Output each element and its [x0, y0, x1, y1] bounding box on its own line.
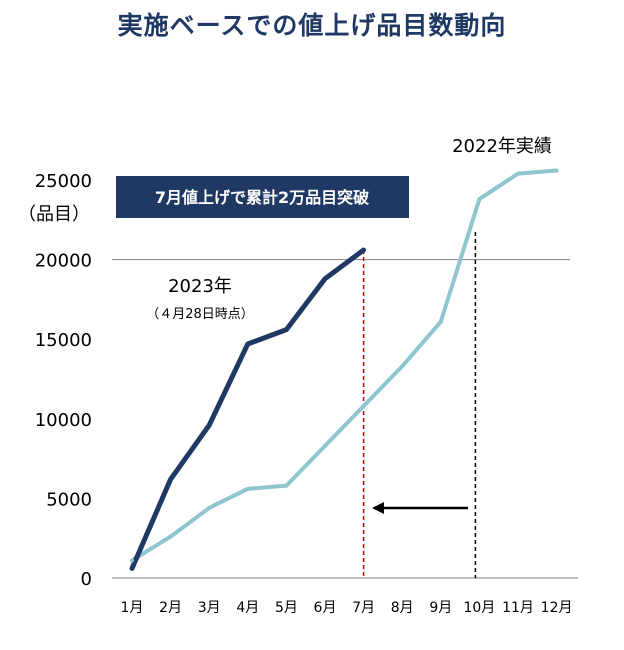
data-point-2023-1: [130, 566, 134, 571]
x-tick-label: 1月: [121, 600, 144, 616]
data-point-2022-9: [438, 319, 443, 324]
x-tick-label: 9月: [429, 600, 452, 616]
x-tick-label: 2月: [159, 600, 182, 616]
data-point-2022-3: [207, 505, 212, 510]
chart-title: 実施ベースでの値上げ品目数動向: [117, 11, 507, 40]
series-line-2022: [130, 168, 559, 563]
data-point-2023-2: [168, 477, 173, 482]
x-tick-label: 10月: [463, 600, 495, 616]
data-point-2022-7: [361, 404, 366, 409]
x-tick-label: 12月: [541, 600, 573, 616]
y-axis-unit: （品目）: [18, 204, 90, 225]
x-tick-label: 6月: [314, 600, 337, 616]
data-point-2023-6: [323, 276, 327, 281]
badge-background: [116, 176, 409, 218]
series-label-2023: 2023年: [168, 276, 232, 297]
y-tick-label: 25000: [35, 171, 92, 192]
data-points: [130, 168, 559, 571]
data-point-2022-11: [516, 171, 520, 176]
x-tick-label: 3月: [198, 600, 221, 616]
data-point-2022-10: [477, 197, 482, 202]
data-point-2022-4: [245, 486, 250, 491]
data-point-2023-4: [245, 341, 250, 346]
data-point-2022-2: [168, 534, 173, 539]
y-tick-label: 10000: [35, 410, 92, 431]
series-label-2022: 2022年実績: [452, 136, 552, 157]
data-point-2022-1: [130, 558, 134, 563]
x-tick-label: 8月: [391, 600, 414, 616]
data-point-2022-12: [554, 168, 559, 173]
series-note-2023: （４月28日時点）: [146, 307, 254, 322]
badge-text: 7月値上げで累計2万品目突破: [155, 188, 369, 207]
data-point-2023-3: [207, 423, 212, 428]
y-tick-label: 0: [81, 569, 92, 590]
x-tick-label: 5月: [275, 600, 298, 616]
data-point-2022-8: [400, 364, 405, 369]
y-tick-label: 5000: [46, 489, 92, 510]
y-tick-label: 20000: [35, 251, 92, 272]
x-tick-label: 4月: [236, 600, 259, 616]
data-point-2022-5: [284, 483, 289, 488]
x-tick-label: 7月: [352, 600, 375, 616]
shift-arrow: [372, 502, 468, 514]
y-tick-label: 15000: [35, 330, 92, 351]
x-axis-ticks: 1月 2月 3月 4月 5月 6月 7月 8月 9月 10月 11月 12月: [121, 600, 573, 616]
series-line-2023: [129, 247, 367, 571]
y-axis-ticks: 0 5000 10000 15000 20000 25000: [35, 171, 92, 590]
data-point-2023-7: [361, 248, 366, 253]
data-point-2023-5: [284, 327, 289, 332]
x-tick-label: 11月: [502, 600, 534, 616]
data-point-2022-6: [323, 443, 327, 448]
